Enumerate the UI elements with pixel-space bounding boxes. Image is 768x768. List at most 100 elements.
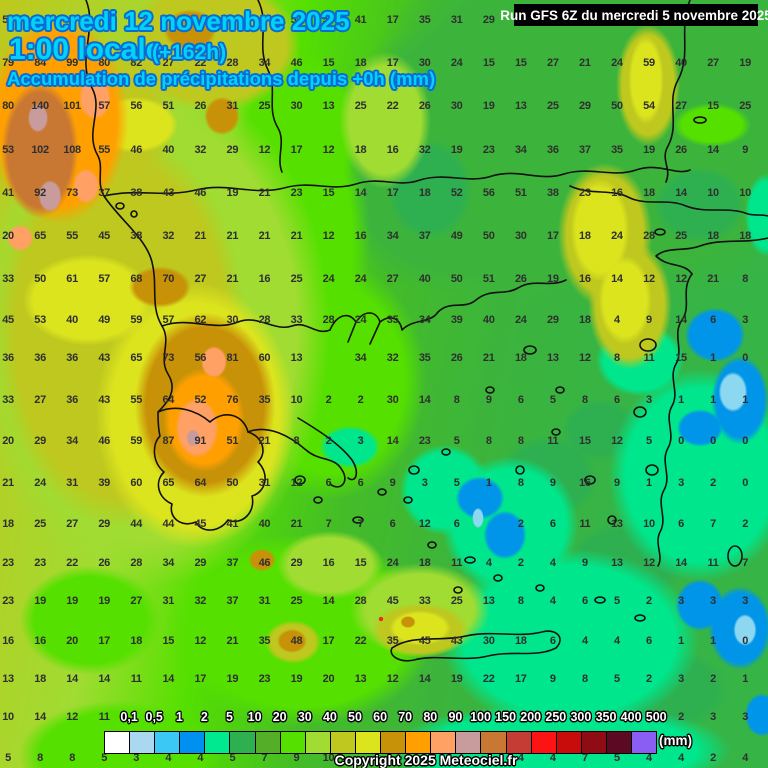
- grid-value: 56: [130, 100, 143, 112]
- grid-value: 12: [194, 635, 207, 647]
- grid-value: 5: [614, 595, 620, 607]
- grid-value: 2: [646, 673, 652, 685]
- grid-value: 30: [290, 100, 303, 112]
- grid-value: 3: [678, 477, 684, 489]
- grid-value: 8: [742, 273, 749, 285]
- grid-value: 18: [34, 673, 46, 685]
- grid-value: 15: [579, 435, 591, 447]
- grid-value: 4: [549, 557, 556, 569]
- grid-value: 57: [98, 273, 110, 285]
- grid-value: 4: [517, 752, 524, 764]
- grid-value: 50: [482, 230, 495, 242]
- grid-value: 44: [130, 518, 143, 530]
- grid-value: 11: [98, 711, 110, 723]
- grid-value: 12: [611, 435, 623, 447]
- grid-value: 3: [742, 595, 749, 607]
- grid-value: 21: [482, 352, 495, 364]
- grid-value: 27: [675, 100, 687, 112]
- grid-value: 8: [517, 435, 524, 447]
- forecast-offset-label: (+162h): [152, 41, 227, 64]
- grid-value: [216, 710, 248, 724]
- grid-value: 15: [675, 352, 687, 364]
- grid-value: 54: [643, 100, 655, 112]
- grid-value: 29: [290, 557, 303, 569]
- grid-value: 3: [710, 711, 716, 723]
- grid-value: 55: [130, 394, 143, 406]
- grid-value: 31: [66, 477, 78, 489]
- grid-value: 39: [98, 477, 110, 489]
- grid-value: 13: [354, 673, 367, 685]
- grid-value: 19: [226, 187, 239, 199]
- grid-value: 13: [611, 518, 623, 530]
- grid-value: [409, 751, 441, 765]
- grid-value: 22: [66, 557, 78, 569]
- grid-value: 21: [707, 273, 719, 285]
- grid-value: 12: [675, 273, 687, 285]
- grid-value: 25: [547, 100, 559, 112]
- grid-value: 37: [226, 557, 239, 569]
- grid-value: 12: [290, 477, 303, 489]
- grid-value: 108: [63, 144, 81, 156]
- grid-value: 19: [547, 273, 559, 285]
- grid-value: 14: [707, 144, 719, 156]
- grid-value: 0: [742, 635, 749, 647]
- grid-value: 29: [98, 518, 110, 530]
- grid-value: 40: [258, 518, 271, 530]
- grid-value: 13: [514, 100, 527, 112]
- grid-value: 21: [258, 435, 271, 447]
- grid-value: 18: [2, 518, 14, 530]
- grid-row: 79 84 99 80 82 27 22 28 34 46 15 18 17 30 24 15 15 27 21 24…: [0, 56, 768, 70]
- grid-value: 12: [322, 144, 335, 156]
- grid-value: 50: [450, 273, 463, 285]
- grid-value: 79: [2, 57, 14, 69]
- grid-value: 21: [290, 518, 303, 530]
- grid-value: 12: [418, 518, 431, 530]
- grid-value: 4: [165, 752, 172, 764]
- grid-value: 8: [517, 595, 524, 607]
- grid-value: 19: [226, 673, 239, 685]
- grid-value: 21: [226, 273, 239, 285]
- coast-attica: [247, 428, 346, 488]
- grid-value: 14: [322, 595, 335, 607]
- grid-value: 65: [34, 230, 46, 242]
- grid-value: 12: [386, 673, 399, 685]
- grid-value: 41: [226, 518, 239, 530]
- grid-value: [505, 710, 537, 724]
- grid-value: 64: [162, 394, 175, 406]
- grid-value: 14: [354, 187, 367, 199]
- grid-value: 38: [547, 187, 559, 199]
- grid-value: 17: [290, 144, 303, 156]
- grid-value: [441, 710, 473, 724]
- grid-value: 28: [354, 595, 367, 607]
- grid-value: 11: [579, 518, 591, 530]
- grid-value: 16: [322, 557, 335, 569]
- grid-value: 12: [643, 273, 655, 285]
- grid-value: 56: [482, 187, 495, 199]
- grid-value: 6: [517, 394, 524, 406]
- grid-value: 27: [34, 394, 46, 406]
- grid-value: 1: [710, 394, 716, 406]
- grid-value: 29: [226, 144, 239, 156]
- grid-value: 11: [451, 557, 463, 569]
- grid-value: 3: [678, 595, 684, 607]
- grid-value: 17: [386, 14, 399, 26]
- grid-value: 20: [2, 435, 14, 447]
- grid-value: 14: [675, 314, 687, 326]
- grid-value: 27: [130, 595, 143, 607]
- grid-value: 16: [2, 635, 14, 647]
- grid-value: 50: [611, 100, 623, 112]
- grid-value: 7: [742, 557, 749, 569]
- grid-value: 24: [386, 557, 399, 569]
- grid-value: 19: [290, 673, 303, 685]
- grid-value: [312, 710, 344, 724]
- grid-value: 10: [290, 394, 303, 406]
- grid-value: 37: [418, 230, 431, 242]
- grid-value: 16: [386, 144, 399, 156]
- border-north: [103, 166, 691, 197]
- grid-value: 3: [742, 711, 749, 723]
- grid-value: 92: [34, 187, 46, 199]
- grid-value: 33: [2, 273, 14, 285]
- grid-value: 30: [514, 230, 527, 242]
- grid-value: 17: [98, 635, 110, 647]
- grid-value: [345, 710, 377, 724]
